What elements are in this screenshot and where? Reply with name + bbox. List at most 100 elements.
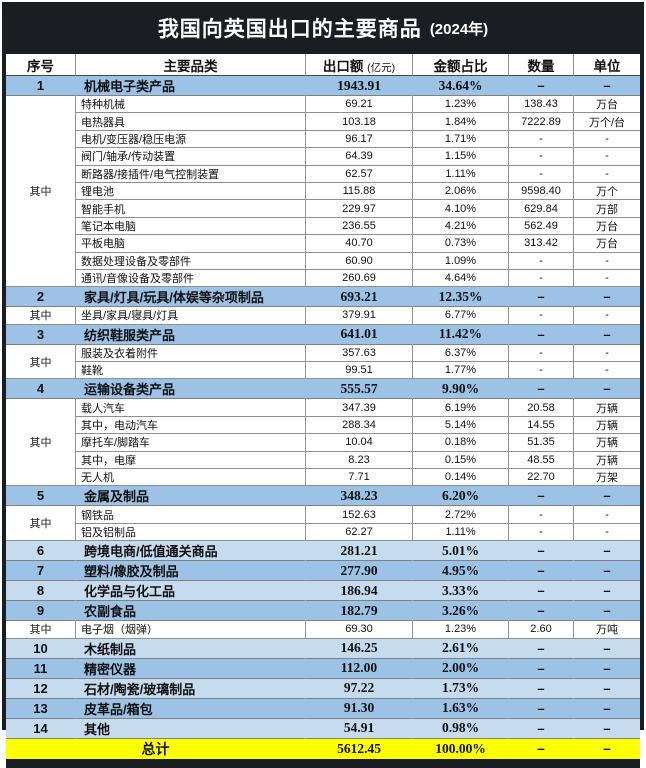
cell-amount: 112.00 bbox=[306, 658, 413, 679]
cell-category: 无人机 bbox=[76, 469, 306, 487]
cell-category: 摩托车/脚踏车 bbox=[76, 434, 306, 452]
sub-item-row: 锂电池 115.88 2.06% 9598.40 万个 bbox=[6, 182, 640, 201]
cell-amount: 236.55 bbox=[306, 217, 413, 236]
cell-amount: 146.25 bbox=[306, 638, 413, 659]
cell-share: 5.01% bbox=[413, 541, 509, 562]
cell-category: 智能手机 bbox=[76, 200, 306, 218]
cell-category: 坐具/家具/寝具/灯具 bbox=[76, 307, 306, 325]
cell-category: 家具/灯具/玩具/体娱等杂项制品 bbox=[76, 287, 306, 308]
category-row: 2 家具/灯具/玩具/体娱等杂项制品 693.21 12.35% – – bbox=[6, 287, 640, 308]
cell-qty: 22.70 bbox=[509, 469, 574, 487]
category-row: 8 化学品与化工品 186.94 3.33% – – bbox=[6, 581, 640, 602]
cell-amount: 62.27 bbox=[306, 523, 413, 542]
cell-amount: 8.23 bbox=[306, 451, 413, 470]
table-footer: 总计 5612.45 100.00% – – bbox=[6, 738, 640, 759]
cell-qty: – bbox=[509, 541, 574, 562]
cell-no: 3 bbox=[6, 324, 76, 345]
group-label-cell: 其中 bbox=[6, 399, 76, 487]
cell-category: 金属及制品 bbox=[76, 486, 306, 507]
cell-amount: 281.21 bbox=[306, 541, 413, 562]
cell-unit: - bbox=[574, 130, 640, 149]
cell-share: 2.06% bbox=[413, 182, 509, 201]
cell-qty: - bbox=[509, 523, 574, 542]
cell-share: 1.73% bbox=[413, 678, 509, 699]
cell-category: 跨境电商/低值通关商品 bbox=[76, 541, 306, 562]
cell-share: 0.98% bbox=[413, 718, 509, 739]
sub-item-row: 电热器具 103.18 1.84% 7222.89 万个/台 bbox=[6, 113, 640, 131]
cell-unit: – bbox=[574, 678, 640, 699]
bottom-frame-pad bbox=[6, 758, 640, 768]
cell-unit: 万架 bbox=[574, 469, 640, 487]
cell-share: 9.90% bbox=[413, 379, 509, 400]
cell-category: 电机/变压器/稳压电源 bbox=[76, 130, 306, 149]
cell-no: 9 bbox=[6, 601, 76, 622]
cell-category: 钢铁品 bbox=[76, 506, 306, 524]
cell-qty: 9598.40 bbox=[509, 182, 574, 201]
cell-category: 服装及衣着附件 bbox=[76, 344, 306, 363]
cell-amount: 348.23 bbox=[306, 486, 413, 507]
sub-item-row: 笔记本电脑 236.55 4.21% 562.49 万台 bbox=[6, 217, 640, 236]
cell-no: 8 bbox=[6, 581, 76, 602]
cell-unit: – bbox=[574, 561, 640, 582]
cell-unit: – bbox=[574, 486, 640, 507]
cell-unit: - bbox=[574, 165, 640, 183]
cell-category: 其中，电动汽车 bbox=[76, 416, 306, 435]
cell-amount: 69.21 bbox=[306, 96, 413, 114]
cell-unit: – bbox=[574, 601, 640, 622]
cell-unit: - bbox=[574, 362, 640, 380]
header-qty: 数量 bbox=[509, 54, 574, 76]
cell-qty: 562.49 bbox=[509, 217, 574, 236]
cell-amount: 97.22 bbox=[306, 678, 413, 699]
header-unit: 单位 bbox=[574, 54, 640, 76]
cell-qty: 138.43 bbox=[509, 96, 574, 114]
cell-amount: 91.30 bbox=[306, 698, 413, 719]
cell-amount: 186.94 bbox=[306, 581, 413, 602]
cell-share: 0.73% bbox=[413, 235, 509, 253]
cell-unit: 万辆 bbox=[574, 451, 640, 470]
cell-category: 平板电脑 bbox=[76, 235, 306, 253]
cell-share: 0.14% bbox=[413, 469, 509, 487]
cell-amount: 641.01 bbox=[306, 324, 413, 345]
cell-amount: 182.79 bbox=[306, 601, 413, 622]
cell-category: 机械电子类产品 bbox=[76, 76, 306, 96]
sub-item-row: 铝及铝制品 62.27 1.11% - - bbox=[6, 523, 640, 542]
cell-no: 11 bbox=[6, 658, 76, 679]
cell-qty: 14.55 bbox=[509, 416, 574, 435]
cell-category: 阀门/轴承/传动装置 bbox=[76, 148, 306, 166]
cell-unit: – bbox=[574, 324, 640, 345]
cell-qty: – bbox=[509, 581, 574, 602]
table-wrap: 序号 主要品类 出口额 (亿元) 金额占比 数量 单位 1 机械电子类产品 1943… bbox=[6, 54, 640, 759]
cell-category: 精密仪器 bbox=[76, 658, 306, 679]
cell-qty: – bbox=[509, 486, 574, 507]
cell-category: 皮革品/箱包 bbox=[76, 698, 306, 719]
cell-qty: - bbox=[509, 344, 574, 363]
cell-qty: - bbox=[509, 130, 574, 149]
sub-item-row: 数据处理设备及零部件 60.90 1.09% - - bbox=[6, 252, 640, 270]
cell-unit: - bbox=[574, 523, 640, 542]
cell-share: 0.15% bbox=[413, 451, 509, 470]
category-row: 9 农副食品 182.79 3.26% – – bbox=[6, 601, 640, 622]
cell-no: 7 bbox=[6, 561, 76, 582]
cell-amount: 115.88 bbox=[306, 182, 413, 201]
cell-qty: – bbox=[509, 678, 574, 699]
cell-qty: - bbox=[509, 148, 574, 166]
cell-share: 3.33% bbox=[413, 581, 509, 602]
header-row: 序号 主要品类 出口额 (亿元) 金额占比 数量 单位 bbox=[6, 54, 640, 76]
sub-item-row: 平板电脑 40.70 0.73% 313.42 万台 bbox=[6, 235, 640, 253]
cell-share: 1.11% bbox=[413, 523, 509, 542]
cell-category: 运输设备类产品 bbox=[76, 379, 306, 400]
cell-amount: 693.21 bbox=[306, 287, 413, 308]
cell-amount: 64.39 bbox=[306, 148, 413, 166]
total-row: 总计 5612.45 100.00% – – bbox=[6, 738, 640, 759]
cell-no: 6 bbox=[6, 541, 76, 562]
cell-qty: - bbox=[509, 362, 574, 380]
cell-qty: 2.60 bbox=[509, 621, 574, 639]
cell-share: 1.23% bbox=[413, 621, 509, 639]
cell-unit: 万个/台 bbox=[574, 113, 640, 131]
header-share: 金额占比 bbox=[413, 54, 509, 76]
cell-share: 34.64% bbox=[413, 76, 509, 96]
cell-share: 1.15% bbox=[413, 148, 509, 166]
sub-item-row: 智能手机 229.97 4.10% 629.84 万部 bbox=[6, 200, 640, 218]
cell-share: 4.21% bbox=[413, 217, 509, 236]
